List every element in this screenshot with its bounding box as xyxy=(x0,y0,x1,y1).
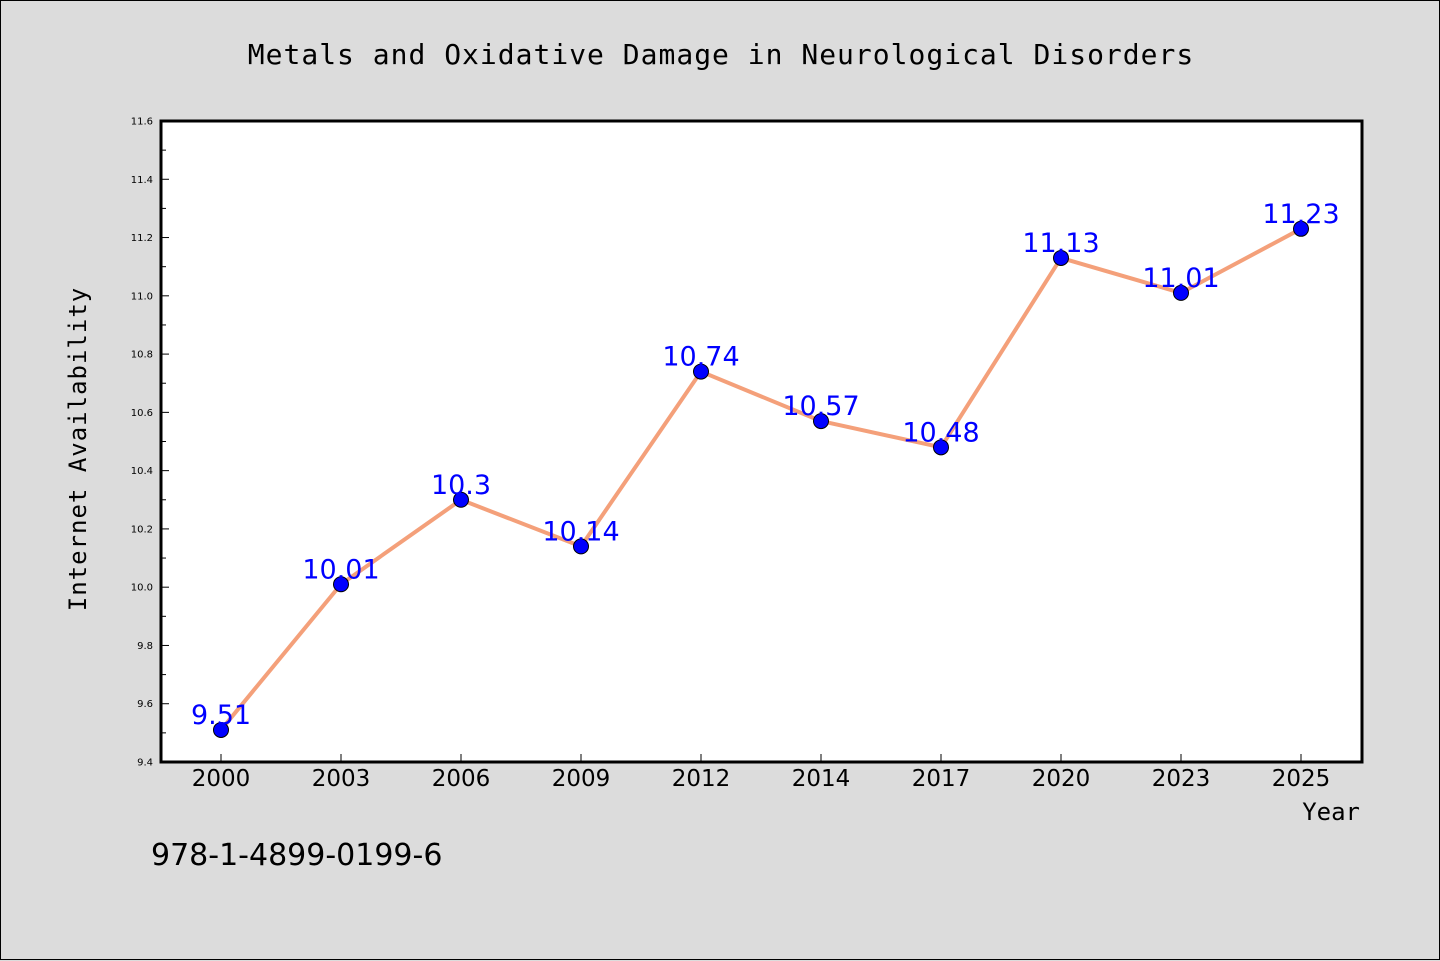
footer-isbn: 978-1-4899-0199-6 xyxy=(151,838,442,873)
y-tick-label: 9.4 xyxy=(137,758,153,769)
x-tick-label: 2000 xyxy=(192,766,251,792)
data-point xyxy=(1053,249,1069,266)
data-label: 11.01 xyxy=(1142,263,1219,294)
data-point xyxy=(453,491,469,508)
y-tick-label: 11.4 xyxy=(131,175,153,186)
data-label: 10.74 xyxy=(662,342,739,373)
y-tick-label: 9.8 xyxy=(137,641,153,652)
data-point xyxy=(693,363,709,380)
y-tick-label: 10.0 xyxy=(131,583,153,594)
data-labels: 9.51 10.01 10.3 10.14 10.74 10.57 10.48 11.13 11… xyxy=(191,199,1340,731)
y-tick-label: 10.8 xyxy=(131,350,153,361)
x-axis: 2000 2003 2006 2009 2012 2014 2017 2020 2023 2025 xyxy=(192,754,1331,792)
data-label: 11.13 xyxy=(1022,228,1099,259)
y-tick-label: 10.4 xyxy=(131,466,153,477)
data-point xyxy=(813,413,829,430)
data-label: 10.14 xyxy=(542,516,619,547)
x-tick-label: 2006 xyxy=(432,766,491,792)
x-tick-label: 2014 xyxy=(792,766,851,792)
y-tick-label: 11.6 xyxy=(131,117,153,128)
y-tick-label: 9.6 xyxy=(137,699,153,710)
data-points xyxy=(213,220,1309,738)
y-tick-label: 11.0 xyxy=(131,291,153,302)
series-line xyxy=(219,227,1302,732)
data-label: 9.51 xyxy=(191,700,251,731)
x-tick-label: 2009 xyxy=(552,766,611,792)
data-point xyxy=(213,721,229,738)
x-tick-label: 2017 xyxy=(912,766,971,792)
data-label: 11.23 xyxy=(1262,199,1339,230)
data-label: 10.3 xyxy=(431,470,491,501)
data-label: 10.48 xyxy=(902,417,979,448)
chart-title: Metals and Oxidative Damage in Neurologi… xyxy=(248,38,1194,71)
data-point xyxy=(933,439,949,456)
x-tick-label: 2025 xyxy=(1272,766,1331,792)
x-tick-label: 2023 xyxy=(1152,766,1211,792)
y-axis: 9.4 9.6 9.8 10.0 10.2 10.4 10.6 10.8 11.0 11.2 11.… xyxy=(131,117,169,769)
data-point xyxy=(1173,284,1189,301)
x-tick-label: 2003 xyxy=(312,766,371,792)
data-point xyxy=(333,576,349,593)
x-axis-label: Year xyxy=(1302,798,1360,826)
y-tick-label: 10.2 xyxy=(131,524,153,535)
data-point xyxy=(573,538,589,555)
x-tick-label: 2012 xyxy=(672,766,731,792)
data-label: 10.57 xyxy=(782,391,859,422)
y-tick-label: 10.6 xyxy=(131,408,153,419)
plot-area xyxy=(159,119,1364,764)
data-point xyxy=(1293,220,1309,237)
data-label: 10.01 xyxy=(302,554,379,585)
y-tick-label: 11.2 xyxy=(131,233,153,244)
y-axis-label: Internet Availability xyxy=(64,287,92,611)
x-tick-label: 2020 xyxy=(1032,766,1091,792)
